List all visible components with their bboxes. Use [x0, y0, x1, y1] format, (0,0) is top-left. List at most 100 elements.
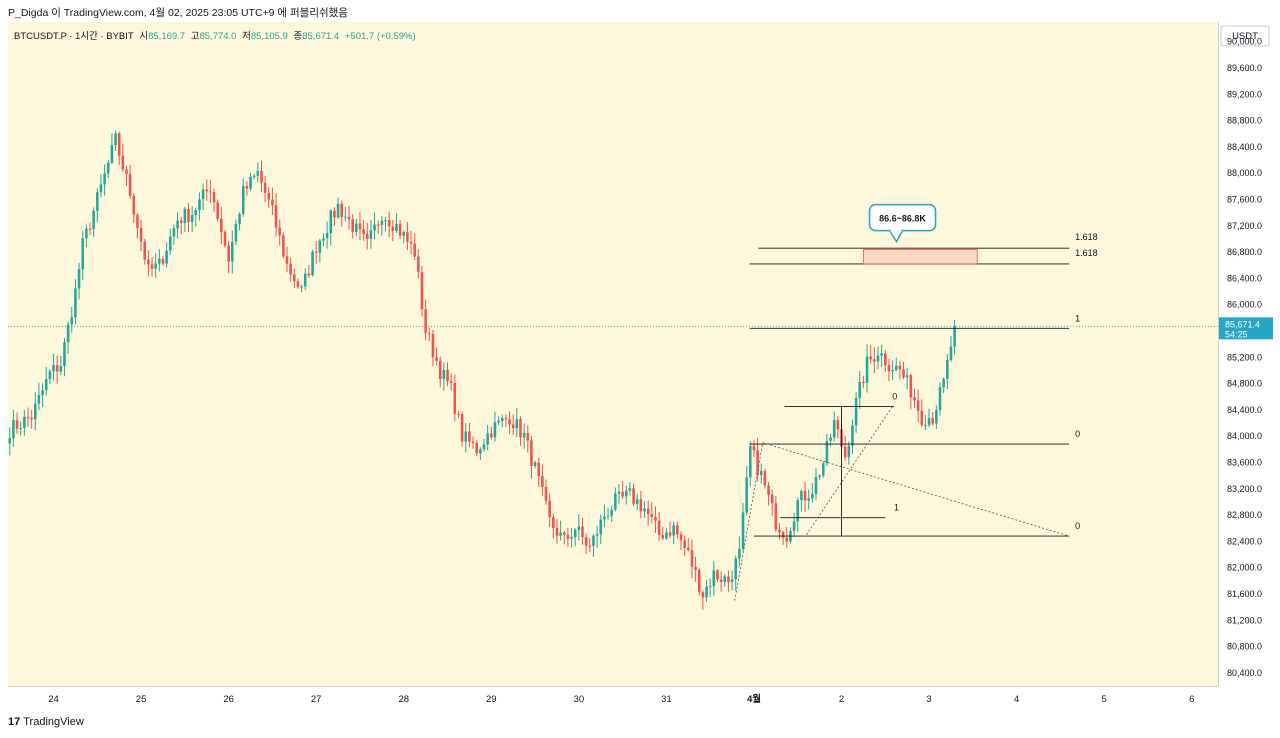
- last-price-tag: [1219, 317, 1273, 340]
- candle-body: [519, 419, 522, 438]
- candle-body: [48, 371, 52, 380]
- price-chart[interactable]: 1.618 1.618 1 0 1 0 0 86.6~86.8K: [8, 22, 1218, 686]
- candle-body: [913, 397, 916, 401]
- chart-area[interactable]: 1.618 1.618 1 0 1 0 0 86.6~86.8K: [8, 22, 1218, 686]
- time-tick-label: 2: [839, 694, 844, 705]
- time-axis[interactable]: 24 25 26 27 28 29 30 31 4월 2 3 4 5 6: [8, 686, 1218, 711]
- candle-body: [205, 189, 209, 192]
- time-axis-scale[interactable]: 24 25 26 27 28 29 30 31 4월 2 3 4 5 6: [8, 687, 1218, 711]
- candle-body: [570, 537, 573, 539]
- candle-body: [435, 357, 438, 361]
- candle-body: [716, 570, 719, 580]
- candle-body: [880, 353, 883, 356]
- candle-body: [307, 273, 311, 276]
- price-tick-label: 82,400.0: [1227, 536, 1262, 546]
- candle-body: [759, 471, 763, 475]
- candle-body: [763, 471, 767, 486]
- candle-body: [190, 214, 194, 222]
- candle-body: [548, 500, 551, 518]
- candle-body: [603, 516, 606, 520]
- candle-body: [942, 378, 945, 388]
- candle-body: [935, 410, 938, 424]
- candle-body: [96, 192, 99, 211]
- candle-body: [263, 182, 267, 193]
- candle-body: [329, 210, 333, 234]
- candle-body: [617, 491, 621, 494]
- price-tick-label: 81,600.0: [1227, 589, 1262, 599]
- candle-body: [683, 540, 686, 548]
- candle-body: [114, 133, 117, 146]
- candle-body: [486, 433, 489, 445]
- candle-body: [176, 220, 179, 229]
- candle-body: [325, 233, 329, 239]
- legend-low-label: 저: [242, 31, 251, 42]
- candle-body: [30, 418, 33, 420]
- price-axis[interactable]: USDT 90,000.0 89,600.0 89,200.0 88,800.0 88,4…: [1218, 22, 1273, 686]
- candle-body: [431, 334, 435, 358]
- candle-body: [271, 199, 274, 206]
- candle-body: [340, 203, 344, 218]
- price-tick-label: 84,800.0: [1227, 379, 1262, 389]
- candle-body: [227, 245, 230, 262]
- price-tick-label: 85,200.0: [1227, 352, 1262, 362]
- candle-body: [373, 224, 376, 231]
- candle-body: [44, 379, 48, 391]
- candle-body: [588, 545, 592, 547]
- price-tick-label: 82,000.0: [1227, 563, 1262, 573]
- legend-symbol[interactable]: BTCUSDT.P · 1시간 · BYBIT: [14, 31, 134, 42]
- legend-open: 85,169.7: [148, 31, 186, 42]
- candle-body: [413, 243, 416, 257]
- candle-body: [869, 356, 872, 360]
- candle-body: [402, 232, 406, 236]
- candle-body: [179, 220, 183, 223]
- candle-body: [909, 375, 913, 398]
- candle-body: [891, 369, 894, 372]
- candle-body: [792, 521, 796, 531]
- candle-body: [566, 534, 570, 539]
- candle-body: [117, 133, 121, 156]
- candle-body: [26, 416, 30, 419]
- candle-body: [599, 519, 603, 535]
- time-tick-label: 3: [926, 694, 931, 705]
- candle-body: [515, 419, 519, 429]
- candle-body: [121, 155, 125, 170]
- candle-body: [442, 369, 446, 379]
- candle-body: [406, 232, 409, 242]
- candle-body: [628, 488, 632, 491]
- time-tick-label: 31: [661, 694, 672, 705]
- candle-body: [293, 274, 296, 282]
- candle-body: [125, 169, 128, 175]
- time-tick-label: 5: [1102, 694, 1107, 705]
- candle-body: [216, 202, 219, 219]
- candle-body: [584, 537, 588, 546]
- time-tick-label: 4: [1014, 694, 1019, 705]
- time-tick-label: 4월: [747, 693, 761, 705]
- candle-body: [894, 365, 898, 370]
- candle-body: [884, 353, 887, 366]
- candle-body: [154, 263, 157, 269]
- candle-body: [479, 449, 482, 454]
- candle-body: [132, 195, 136, 215]
- candle-body: [333, 210, 336, 218]
- candle-body: [745, 477, 748, 513]
- candle-body: [475, 442, 478, 454]
- candle-body: [497, 420, 500, 423]
- tradingview-brand: TradingView: [23, 716, 84, 728]
- candle-body: [380, 221, 384, 225]
- candle-body: [643, 508, 646, 512]
- price-tick-label: 87,200.0: [1227, 221, 1262, 231]
- candle-body: [920, 410, 924, 425]
- candle-body: [256, 170, 260, 176]
- candle-body: [158, 258, 161, 264]
- candle-body: [924, 424, 927, 426]
- fib-label: 0: [1075, 521, 1080, 531]
- candle-body: [336, 203, 340, 218]
- candle-body: [953, 326, 956, 347]
- candle-body: [460, 414, 464, 442]
- candle-body: [311, 251, 314, 276]
- candle-body: [249, 176, 252, 189]
- candle-body: [209, 191, 212, 193]
- candle-body: [438, 360, 442, 379]
- candle-body: [103, 173, 106, 185]
